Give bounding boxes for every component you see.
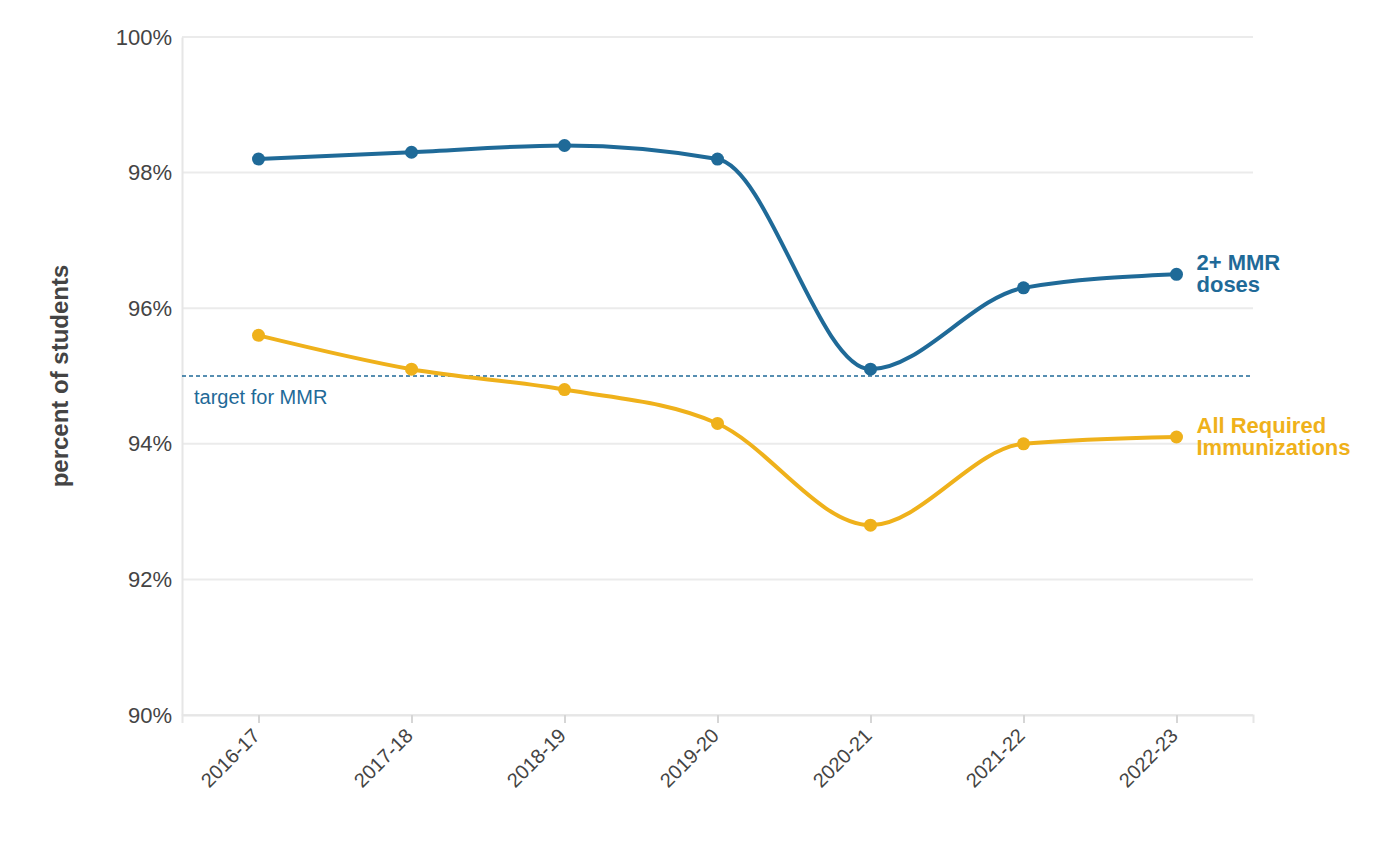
series-label: 2+ MMRdoses [1197,250,1281,297]
x-tick-label: 2019-20 [655,724,722,791]
grid-line [182,36,1253,38]
x-tick: 2020-21 [808,715,875,792]
grid-line [182,443,1253,445]
series-point [864,519,877,532]
y-tick-label: 90% [128,703,172,728]
x-tick-mark [870,715,872,723]
x-tick: 2021-22 [961,715,1028,792]
y-tick: 96% [128,296,182,321]
series-point [711,153,724,166]
series-point [711,417,724,430]
series-point [1017,281,1030,294]
y-axis: 90% 92% 94% 96% 98% 100% [116,25,183,728]
series-line [259,145,1177,369]
y-tick-label: 96% [128,296,172,321]
series-label: All RequiredImmunizations [1197,413,1351,460]
plot-area [182,139,1253,532]
grid [182,37,1253,715]
y-tick-label: 94% [128,431,172,456]
x-tick-mark [1176,715,1178,723]
y-tick: 100% [116,25,182,50]
series-point [405,363,418,376]
y-tick-label: 92% [128,567,172,592]
y-tick: 98% [128,160,182,185]
target-label: target for MMR [194,386,327,408]
x-tick-mark [1023,715,1025,723]
x-tick-label: 2018-19 [502,724,569,791]
grid-line [182,307,1253,309]
grid-line [182,172,1253,174]
series-point [405,146,418,159]
series-point [864,363,877,376]
target-line [182,375,1253,377]
y-tick: 90% [128,703,182,728]
series-point [558,139,571,152]
x-axis: 2016-17 2017-18 2018-19 2019-20 2020-21 2021-… [183,715,1254,792]
x-tick: 2017-18 [349,715,416,792]
y-axis-title: percent of students [46,265,73,488]
x-tick-mark [411,715,413,723]
chart: 90% 92% 94% 96% 98% 100% 2016-17 2017-18 2018-19… [0,0,1399,844]
x-axis-line [183,716,1254,724]
y-tick-label: 100% [116,25,172,50]
series-point [1170,268,1183,281]
x-tick-label: 2017-18 [349,724,416,791]
x-tick-label: 2022-23 [1114,724,1181,791]
x-tick: 2016-17 [196,715,263,792]
series-point [252,329,265,342]
x-tick-mark [717,715,719,723]
x-tick-mark [258,715,260,723]
x-tick: 2018-19 [502,715,569,792]
y-tick: 94% [128,431,182,456]
x-tick: 2022-23 [1114,715,1181,792]
grid-line [182,578,1253,580]
series-point [558,383,571,396]
series-point [1017,437,1030,450]
x-tick-mark [564,715,566,723]
x-tick: 2019-20 [655,715,722,792]
series-point [252,153,265,166]
x-tick-label: 2016-17 [196,724,263,791]
series-line [259,335,1177,525]
y-tick-label: 98% [128,160,172,185]
series-point [1170,431,1183,444]
x-tick-label: 2020-21 [808,724,875,791]
y-tick: 92% [128,567,182,592]
x-tick-label: 2021-22 [961,724,1028,791]
